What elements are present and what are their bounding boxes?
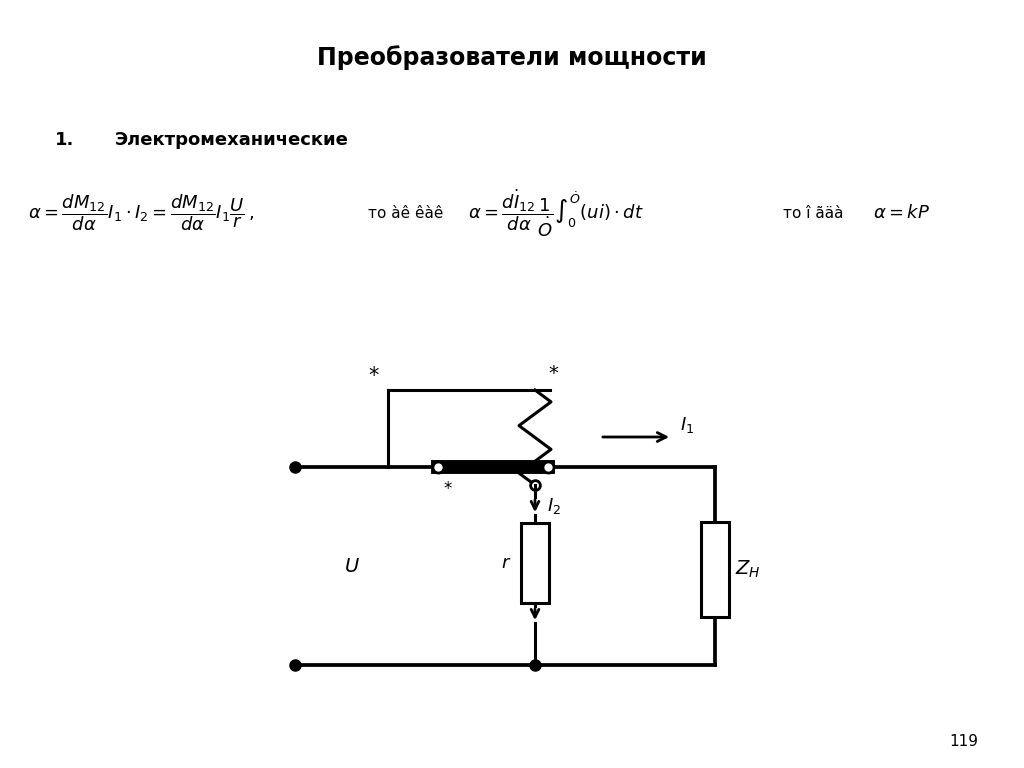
Text: $\alpha = \dfrac{d\dot{I}_{12}}{d\alpha} \dfrac{1}{\dot{O}} \int_{0}^{\dot{O}} (: $\alpha = \dfrac{d\dot{I}_{12}}{d\alpha}…: [468, 187, 644, 239]
Text: U: U: [345, 557, 359, 575]
Text: 1.: 1.: [55, 131, 75, 149]
Text: *: *: [369, 366, 379, 386]
Bar: [701, 522, 729, 617]
Text: r: r: [502, 554, 509, 572]
Text: то î ãäà: то î ãäà: [783, 206, 844, 220]
Text: *: *: [443, 480, 453, 498]
Text: 119: 119: [949, 734, 978, 750]
Text: Преобразователи мощности: Преобразователи мощности: [317, 45, 707, 71]
Text: то àê êàê: то àê êàê: [368, 206, 443, 220]
Text: $Z_H$: $Z_H$: [735, 559, 761, 580]
Text: $\alpha = \dfrac{dM_{12}}{d\alpha} I_1 \cdot I_2 = \dfrac{dM_{12}}{d\alpha} I_1 : $\alpha = \dfrac{dM_{12}}{d\alpha} I_1 \…: [28, 193, 254, 233]
Text: Электромеханические: Электромеханические: [115, 131, 349, 149]
Text: $\alpha = kP$: $\alpha = kP$: [873, 204, 930, 222]
Text: *: *: [548, 365, 558, 383]
Bar: [521, 523, 549, 603]
Text: $I_2$: $I_2$: [547, 496, 561, 516]
Text: $I_1$: $I_1$: [680, 415, 694, 435]
